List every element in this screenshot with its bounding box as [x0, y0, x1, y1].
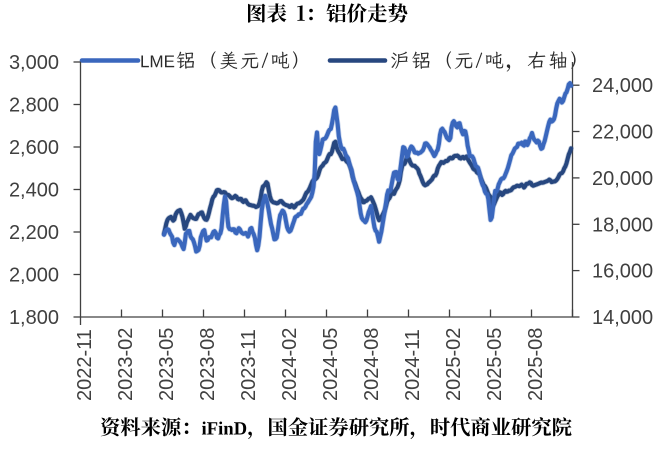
- svg-text:2024-02: 2024-02: [279, 328, 301, 401]
- svg-text:3,000: 3,000: [9, 52, 59, 74]
- svg-text:2024-11: 2024-11: [402, 329, 424, 401]
- svg-text:2022-11: 2022-11: [74, 329, 96, 401]
- svg-text:2,000: 2,000: [9, 265, 59, 287]
- svg-text:2025-02: 2025-02: [443, 328, 465, 401]
- svg-text:20,000: 20,000: [592, 168, 653, 190]
- svg-text:2025-08: 2025-08: [525, 328, 547, 401]
- svg-text:2023-02: 2023-02: [115, 328, 137, 401]
- svg-text:2024-05: 2024-05: [320, 328, 342, 401]
- svg-text:2023-08: 2023-08: [197, 328, 219, 401]
- svg-text:2,200: 2,200: [9, 222, 59, 244]
- svg-text:22,000: 22,000: [592, 122, 653, 144]
- svg-text:18,000: 18,000: [592, 214, 653, 236]
- svg-text:2023-05: 2023-05: [156, 328, 178, 401]
- svg-text:16,000: 16,000: [592, 261, 653, 283]
- svg-text:2024-08: 2024-08: [361, 328, 383, 401]
- svg-text:14,000: 14,000: [592, 307, 653, 329]
- svg-text:24,000: 24,000: [592, 75, 653, 97]
- svg-text:1,800: 1,800: [9, 307, 59, 329]
- svg-text:2025-05: 2025-05: [484, 328, 506, 401]
- svg-text:2,600: 2,600: [9, 137, 59, 159]
- svg-text:2,400: 2,400: [9, 180, 59, 202]
- svg-text:2023-11: 2023-11: [238, 329, 260, 401]
- svg-text:2,800: 2,800: [9, 95, 59, 117]
